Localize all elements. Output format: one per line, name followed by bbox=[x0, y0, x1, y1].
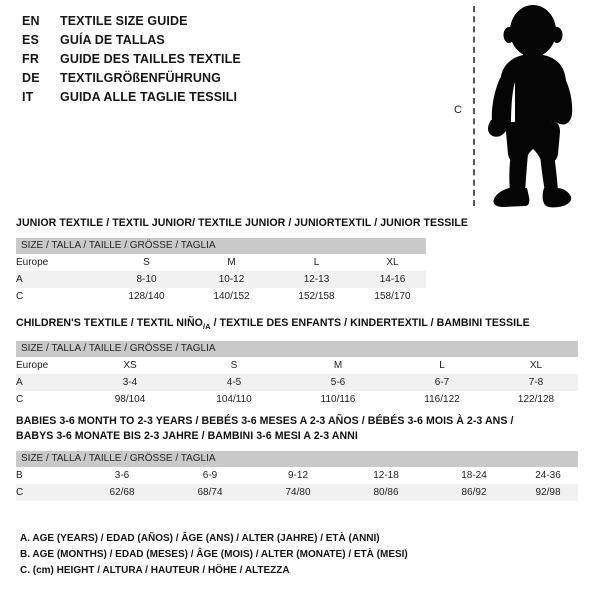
language-code-de: DE bbox=[22, 71, 40, 85]
row-label: B bbox=[16, 467, 78, 484]
language-code-en: EN bbox=[22, 14, 40, 28]
table-cell: 158/170 bbox=[359, 288, 426, 305]
row-label: C bbox=[16, 391, 78, 409]
language-code-es: ES bbox=[22, 33, 40, 47]
table-cell: L bbox=[390, 357, 494, 375]
table-cell: 74/80 bbox=[254, 484, 342, 501]
table-cell: 7-8 bbox=[494, 374, 578, 392]
language-title-fr: GUIDE DES TAILLES TEXTILE bbox=[60, 52, 241, 66]
language-title-en: TEXTILE SIZE GUIDE bbox=[60, 14, 188, 28]
table-cell: L bbox=[274, 254, 359, 271]
height-dashed-line-icon bbox=[473, 6, 475, 206]
table-cell: 24-36 bbox=[518, 467, 578, 484]
table-cell: 9-12 bbox=[254, 467, 342, 484]
table-cell: 10-12 bbox=[189, 271, 274, 288]
table-row: C 98/104 104/110 110/116 116/122 122/128 bbox=[16, 391, 578, 409]
language-row: ES GUÍA DE TALLAS bbox=[22, 33, 241, 52]
measurement-legend: A. AGE (YEARS) / EDAD (AÑOS) / ÂGE (ANS)… bbox=[20, 531, 408, 579]
table-cell: 3-6 bbox=[78, 467, 166, 484]
table-cell: 110/116 bbox=[286, 391, 390, 409]
table-cell: 104/110 bbox=[182, 391, 286, 409]
language-title-it: GUIDA ALLE TAGLIE TESSILI bbox=[60, 90, 238, 104]
table-cell: 152/158 bbox=[274, 288, 359, 305]
table-cell: XL bbox=[359, 254, 426, 271]
table-cell: 80/86 bbox=[342, 484, 430, 501]
language-title-es: GUÍA DE TALLAS bbox=[60, 33, 165, 47]
table-cell: 8-10 bbox=[104, 271, 189, 288]
section-children-title: CHILDREN'S TEXTILE / TEXTIL NIÑO/A / TEX… bbox=[16, 316, 578, 334]
table-cell: 12-13 bbox=[274, 271, 359, 288]
language-title-de: TEXTILGRÖßENFÜHRUNG bbox=[60, 71, 221, 85]
table-cell: S bbox=[182, 357, 286, 375]
row-label: A bbox=[16, 271, 104, 288]
language-row: FR GUIDE DES TAILLES TEXTILE bbox=[22, 52, 241, 71]
language-code-fr: FR bbox=[22, 52, 40, 66]
table-cell: 68/74 bbox=[166, 484, 254, 501]
section-children: CHILDREN'S TEXTILE / TEXTIL NIÑO/A / TEX… bbox=[16, 316, 578, 409]
junior-band-label: SIZE / TALLA / TAILLE / GRÖSSE / TAGLIA bbox=[16, 238, 426, 254]
table-row: Europe S M L XL bbox=[16, 254, 426, 271]
table-cell: 3-4 bbox=[78, 374, 182, 392]
children-title-part1: CHILDREN'S TEXTILE / TEXTIL NIÑO bbox=[16, 317, 203, 329]
table-cell: 92/98 bbox=[518, 484, 578, 501]
language-row: EN TEXTILE SIZE GUIDE bbox=[22, 14, 241, 33]
table-cell: 140/152 bbox=[189, 288, 274, 305]
table-cell: 6-9 bbox=[166, 467, 254, 484]
children-title-part2: / TEXTILE DES ENFANTS / KINDERTEXTIL / B… bbox=[210, 317, 530, 329]
language-row: DE TEXTILGRÖßENFÜHRUNG bbox=[22, 71, 241, 90]
table-cell: XL bbox=[494, 357, 578, 375]
language-title-list: EN TEXTILE SIZE GUIDE ES GUÍA DE TALLAS … bbox=[22, 14, 241, 109]
table-cell: 86/92 bbox=[430, 484, 518, 501]
table-cell: 128/140 bbox=[104, 288, 189, 305]
children-size-table: SIZE / TALLA / TAILLE / GRÖSSE / TAGLIA … bbox=[16, 341, 578, 409]
babies-band-label: SIZE / TALLA / TAILLE / GRÖSSE / TAGLIA bbox=[16, 451, 578, 467]
legend-line-a: A. AGE (YEARS) / EDAD (AÑOS) / ÂGE (ANS)… bbox=[20, 533, 380, 544]
table-cell: 18-24 bbox=[430, 467, 518, 484]
height-measure-label: C bbox=[454, 104, 462, 116]
table-cell: 122/128 bbox=[494, 391, 578, 409]
table-row: C 62/68 68/74 74/80 80/86 86/92 92/98 bbox=[16, 484, 578, 501]
table-cell: 116/122 bbox=[390, 391, 494, 409]
table-cell: XS bbox=[78, 357, 182, 375]
toddler-silhouette-icon bbox=[488, 5, 573, 208]
table-row: A 8-10 10-12 12-13 14-16 bbox=[16, 271, 426, 288]
table-cell: 12-18 bbox=[342, 467, 430, 484]
language-code-it: IT bbox=[22, 90, 34, 104]
table-cell: 98/104 bbox=[78, 391, 182, 409]
section-babies: BABIES 3-6 MONTH TO 2-3 YEARS / BEBÉS 3-… bbox=[16, 414, 578, 501]
height-illustration: C bbox=[440, 0, 600, 212]
table-cell: 5-6 bbox=[286, 374, 390, 392]
row-label: Europe bbox=[16, 254, 104, 271]
legend-line-c: C. (cm) HEIGHT / ALTURA / HAUTEUR / HÖHE… bbox=[20, 565, 290, 576]
section-babies-title-line2: BABYS 3-6 MONATE BIS 2-3 JAHRE / BAMBINI… bbox=[16, 430, 358, 442]
children-title-subscript: /A bbox=[202, 322, 211, 332]
row-label: Europe bbox=[16, 357, 78, 375]
row-label: A bbox=[16, 374, 78, 392]
table-row: C 128/140 140/152 152/158 158/170 bbox=[16, 288, 426, 305]
table-cell: M bbox=[189, 254, 274, 271]
table-row: Europe XS S M L XL bbox=[16, 357, 578, 375]
row-label: C bbox=[16, 484, 78, 501]
children-band-label: SIZE / TALLA / TAILLE / GRÖSSE / TAGLIA bbox=[16, 341, 578, 358]
table-cell: 14-16 bbox=[359, 271, 426, 288]
language-row: IT GUIDA ALLE TAGLIE TESSILI bbox=[22, 90, 241, 109]
table-band-row: SIZE / TALLA / TAILLE / GRÖSSE / TAGLIA bbox=[16, 238, 426, 254]
babies-size-table: SIZE / TALLA / TAILLE / GRÖSSE / TAGLIA … bbox=[16, 451, 578, 501]
header-block: EN TEXTILE SIZE GUIDE ES GUÍA DE TALLAS … bbox=[0, 0, 440, 212]
table-cell: 6-7 bbox=[390, 374, 494, 392]
table-band-row: SIZE / TALLA / TAILLE / GRÖSSE / TAGLIA bbox=[16, 451, 578, 467]
junior-size-table: SIZE / TALLA / TAILLE / GRÖSSE / TAGLIA … bbox=[16, 238, 426, 305]
section-junior: JUNIOR TEXTILE / TEXTIL JUNIOR/ TEXTILE … bbox=[16, 216, 468, 305]
table-band-row: SIZE / TALLA / TAILLE / GRÖSSE / TAGLIA bbox=[16, 341, 578, 358]
table-row: B 3-6 6-9 9-12 12-18 18-24 24-36 bbox=[16, 467, 578, 484]
table-row: A 3-4 4-5 5-6 6-7 7-8 bbox=[16, 374, 578, 392]
table-cell: 62/68 bbox=[78, 484, 166, 501]
row-label: C bbox=[16, 288, 104, 305]
table-cell: 4-5 bbox=[182, 374, 286, 392]
table-cell: S bbox=[104, 254, 189, 271]
table-cell: M bbox=[286, 357, 390, 375]
legend-line-b: B. AGE (MONTHS) / EDAD (MESES) / ÂGE (MO… bbox=[20, 549, 408, 560]
section-babies-title-line1: BABIES 3-6 MONTH TO 2-3 YEARS / BEBÉS 3-… bbox=[16, 415, 514, 427]
section-junior-title: JUNIOR TEXTILE / TEXTIL JUNIOR/ TEXTILE … bbox=[16, 217, 469, 229]
